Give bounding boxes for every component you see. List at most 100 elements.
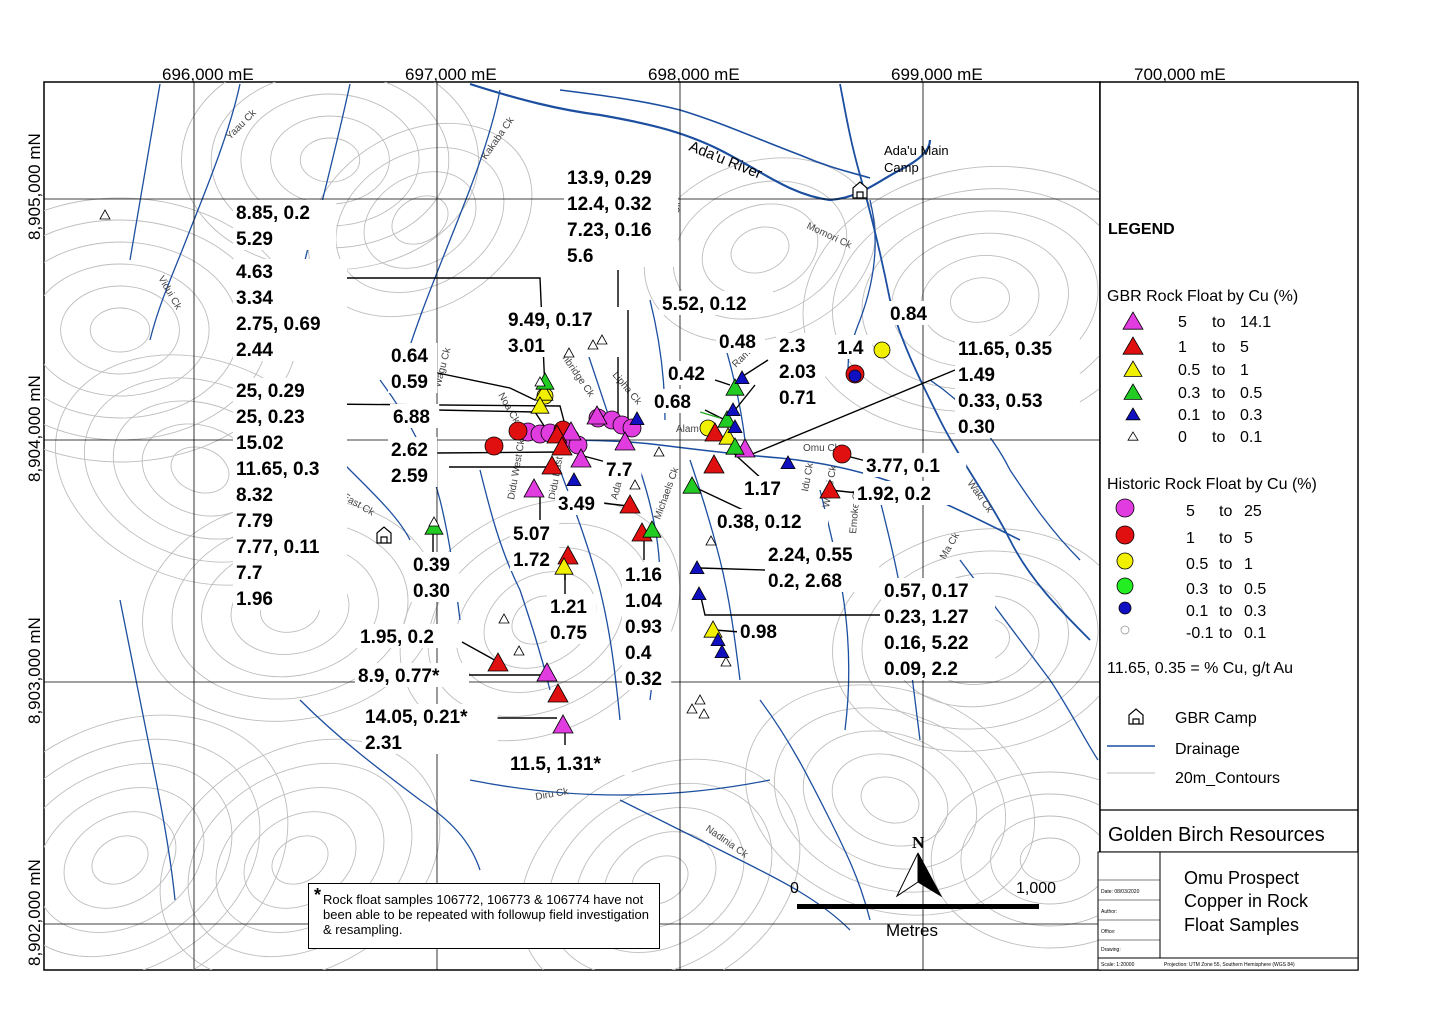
gbr-sample-point [534,376,546,387]
creek-west-a [149,83,241,341]
scale-bar: 0 1,000 Metres [790,880,1056,940]
assay-label: 0.59 [391,372,428,393]
legend-panel: LEGEND GBR Rock Float by Cu (%) 5 to 14.1 1… [1099,81,1359,971]
gbr-sample-point [619,494,641,514]
drawing-field: Drawing: [1101,947,1121,953]
easting-label: 698,000 mE [648,65,740,84]
company-name: Golden Birch Resources [1108,824,1325,846]
diru-creek [469,779,771,796]
legend-range-text: 0 [1178,429,1187,446]
assay-label: 0.48 [719,332,756,353]
contour-ring [950,277,1010,323]
contour-ring [832,528,1100,752]
label-plate [659,291,773,315]
contour-ring [44,714,289,970]
contour-ring [44,738,261,970]
historic-sample-point [873,341,891,359]
legend-range-text: 0.5 [1178,362,1200,379]
gbr-sample-point [689,560,705,574]
assay-label: 0.30 [413,581,450,602]
contour-ring [990,815,1100,905]
legend-range-text: to [1212,385,1225,402]
label-plate [863,453,967,477]
northing-label: 8,904,000 mN [25,375,44,482]
gbr-sample-point [428,516,440,527]
gbr-sample-point [642,520,662,538]
gbr-sample-point [691,586,707,600]
assay-label: 9.49, 0.17 [508,310,593,331]
northing-label: 8,905,000 mN [25,133,44,240]
assay-label: 12.4, 0.32 [567,194,652,215]
historic-sample-point [484,436,504,456]
contour-ring [91,835,149,885]
assay-label: 2.31 [365,733,402,754]
adau-river-branch [559,89,871,179]
office-field: Office: [1101,929,1115,935]
label-plate [388,343,438,393]
assay-label: 1.49 [958,365,995,386]
legend-range-text: 0.1 [1178,407,1200,424]
assay-label: 6.88 [393,407,430,428]
note-text: Rock float samples 106772, 106773 & 1067… [323,892,649,937]
assay-label: 3.77, 0.1 [866,456,940,477]
gbr-sample-point [551,436,573,456]
contour-ring [745,684,1035,916]
gbr-sample-point [714,644,730,658]
gbr-sample-point [560,421,582,441]
assay-label: 1.16 [625,565,662,586]
assay-label: 0.68 [654,392,691,413]
assay-label: 11.65, 0.3 [236,459,319,480]
label-plate [716,329,766,353]
legend-range-text: to [1212,314,1225,331]
contour-ring [860,776,920,824]
contour-ring [391,195,449,245]
legend-range-text: 1 [1178,339,1187,356]
contour-ring [363,171,477,269]
contour-ring [519,758,801,970]
legend-range-text: to [1219,503,1232,520]
grid-labels: 696,000 mE 697,000 mE 698,000 mE 699,000… [25,65,1226,966]
label-plate [510,521,560,571]
north-arrow-right [917,852,943,898]
gbr-sample-point [653,446,665,457]
gbr-sample-point [629,479,641,490]
yaau-creek [129,83,161,261]
contour-ring [44,787,205,933]
assay-label: 1.96 [236,589,273,610]
assay-label: 1.04 [625,591,662,612]
assay-label: 5.29 [236,229,273,250]
assay-label: 2.3 [779,336,805,357]
creek-south-a [299,699,481,871]
legend-range-text: to [1219,530,1232,547]
contour-ring [63,811,177,909]
legend-range-text: 0.1 [1244,625,1266,642]
label-plate [547,594,597,644]
label-plate [741,476,791,500]
legend-triangle-symbol [1127,431,1139,441]
label-plate [603,457,642,481]
label-plate [834,335,873,359]
legend-circle-symbol [1116,552,1134,570]
label-plate [714,509,828,533]
camp-icons [376,181,868,544]
contour-ring [802,730,978,870]
main-camp-label: Ada'u Main [884,143,949,158]
gbr-sample-point [566,472,582,487]
contour-ring [701,203,819,297]
gbr-sample-point [725,378,745,396]
legend-range-text: to [1212,362,1225,379]
title-line-1: Omu Prospect [1184,868,1299,888]
legend-range-text: to [1219,556,1232,573]
legend-circle-symbol [1115,525,1135,545]
gbr-sample-point [541,455,563,475]
assay-label: 15.02 [236,433,284,454]
creek-label: Alam Ck [676,424,715,435]
assay-label: 0.98 [740,622,777,643]
scale-zero: 0 [790,880,799,897]
legend-triangle-symbol [1122,311,1144,330]
legend-circle-symbol [1116,577,1134,595]
gbr-sample-point [780,455,796,470]
assay-label: 3.34 [236,288,273,309]
historic-sample-point [832,444,852,464]
